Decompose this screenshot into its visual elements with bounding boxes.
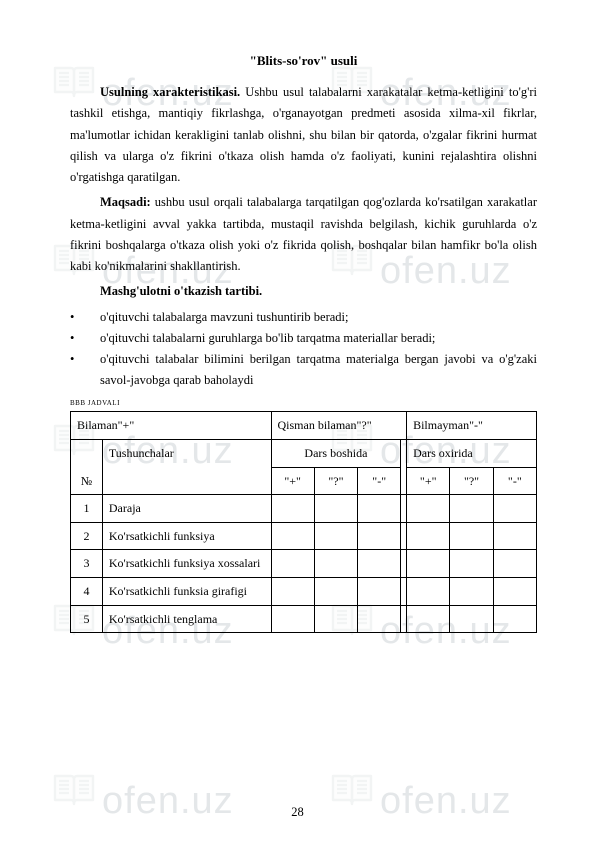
subcol: "-"	[493, 467, 536, 495]
hdr-concept: Tushunchalar	[102, 440, 271, 495]
row-concept: Ko'rsatkichli tenglama	[102, 605, 271, 633]
subcol: "+"	[407, 467, 450, 495]
table-row: 1 Daraja	[71, 495, 537, 523]
row-concept: Ko'rsatkichli funksiya	[102, 522, 271, 550]
list-item: • o'qituvchi talabalar bilimini berilgan…	[70, 349, 537, 392]
paragraph-2: Maqsadi: ushbu usul orqali talabalarga t…	[70, 192, 537, 277]
p1-label: Usulning xarakteristikasi.	[100, 85, 240, 99]
title: "Blits-so'rov" usuli	[70, 50, 537, 72]
table-row: 2 Ko'rsatkichli funksiya	[71, 522, 537, 550]
table-row: № Tushunchalar Dars boshida Dars oxirida	[71, 440, 537, 468]
bullet-text: o'qituvchi talabalarni guruhlarga bo'lib…	[100, 328, 537, 349]
table-caption: BBB JADVALI	[70, 398, 537, 410]
page-number: 28	[0, 805, 595, 820]
table-row: 4 Ko'rsatkichli funksia girafigi	[71, 578, 537, 606]
row-concept: Ko'rsatkichli funksia girafigi	[102, 578, 271, 606]
p2-label: Maqsadi:	[100, 195, 151, 209]
subcol: "-"	[358, 467, 401, 495]
hdr-qisman: Qisman bilaman"?"	[271, 412, 407, 440]
paragraph-3: Mashg'ulotni o'tkazish tartibi.	[70, 281, 537, 302]
p3-label: Mashg'ulotni o'tkazish tartibi.	[100, 284, 262, 298]
row-num: 5	[71, 605, 103, 633]
row-num: 3	[71, 550, 103, 578]
table-row: 3 Ko'rsatkichli funksiya xossalari	[71, 550, 537, 578]
subcol: "+"	[271, 467, 314, 495]
row-num: 2	[71, 522, 103, 550]
bullet-text: o'qituvchi talabalar bilimini berilgan t…	[100, 349, 537, 392]
table-row: 5 Ko'rsatkichli tenglama	[71, 605, 537, 633]
hdr-end: Dars oxirida	[407, 440, 537, 468]
p1-body: Ushbu usul talabalarni xarakatalar ketma…	[70, 85, 537, 184]
subcol: "?"	[450, 467, 493, 495]
page-content: "Blits-so'rov" usuli Usulning xarakteris…	[0, 0, 595, 663]
paragraph-1: Usulning xarakteristikasi. Ushbu usul ta…	[70, 82, 537, 188]
bullet-icon: •	[70, 328, 100, 349]
list-item: • o'qituvchi talabalarga mavzuni tushunt…	[70, 307, 537, 328]
bullet-icon: •	[70, 349, 100, 392]
row-num: 1	[71, 495, 103, 523]
subcol: "?"	[314, 467, 357, 495]
bullet-list: • o'qituvchi talabalarga mavzuni tushunt…	[70, 307, 537, 392]
bbb-table: Bilaman"+" Qisman bilaman"?" Bilmayman"-…	[70, 411, 537, 633]
row-concept: Daraja	[102, 495, 271, 523]
row-num: 4	[71, 578, 103, 606]
row-concept: Ko'rsatkichli funksiya xossalari	[102, 550, 271, 578]
watermark-book-icon	[330, 770, 374, 810]
watermark-book-icon	[52, 770, 96, 810]
hdr-start: Dars boshida	[271, 440, 401, 468]
table-row: Bilaman"+" Qisman bilaman"?" Bilmayman"-…	[71, 412, 537, 440]
bullet-icon: •	[70, 307, 100, 328]
list-item: • o'qituvchi talabalarni guruhlarga bo'l…	[70, 328, 537, 349]
hdr-bilaman: Bilaman"+"	[71, 412, 272, 440]
hdr-bilmayman: Bilmayman"-"	[407, 412, 537, 440]
hdr-no: №	[71, 440, 103, 495]
bullet-text: o'qituvchi talabalarga mavzuni tushuntir…	[100, 307, 537, 328]
